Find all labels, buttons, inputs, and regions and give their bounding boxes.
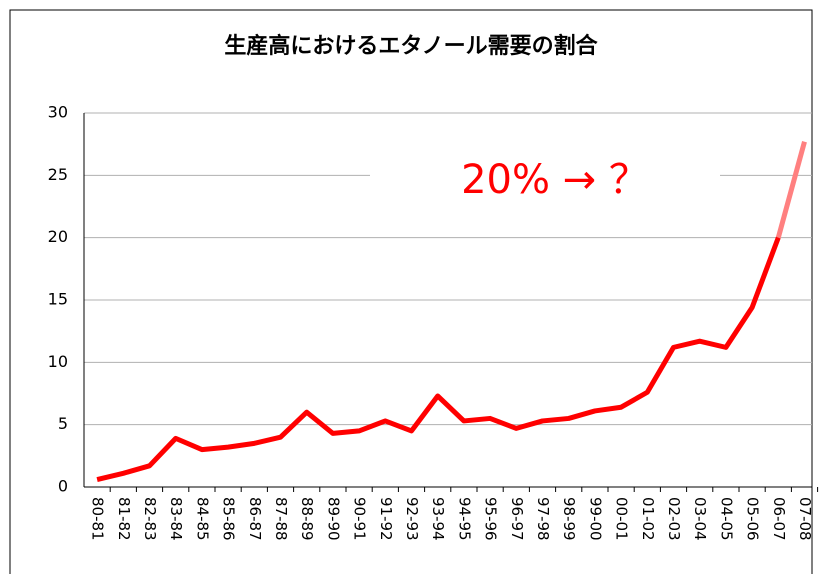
x-tick-label: 98-99 [560,497,578,541]
x-tick-label: 07-08 [796,497,814,541]
x-tick-label: 83-84 [167,497,185,541]
x-tick-label: 00-01 [613,497,631,541]
x-tick-label: 81-82 [115,497,133,541]
x-tick-label: 96-97 [508,497,526,541]
y-tick-label: 10 [48,352,68,371]
x-tick-label: 82-83 [141,497,159,541]
x-tick-label: 99-00 [586,497,604,541]
chart-frame [9,9,813,574]
x-tick-label: 80-81 [89,497,107,541]
x-tick-label: 89-90 [324,497,342,541]
y-tick-label: 15 [48,290,68,309]
x-tick-label: 94-95 [455,497,473,541]
x-tick-label: 95-96 [482,497,500,541]
forecast-line [775,141,807,239]
chart-title: 生産高におけるエタノール需要の割合 [224,33,598,59]
x-tick-label: 91-92 [377,497,395,541]
y-tick-label: 5 [58,414,68,433]
x-tick-label: 92-93 [403,497,421,541]
x-tick-label: 05-06 [744,497,762,541]
y-tick-label: 30 [48,103,68,122]
y-tick-label: 25 [48,165,68,184]
x-tick-label: 86-87 [246,497,264,541]
x-tick-label: 84-85 [193,497,211,541]
data-line [96,236,781,482]
x-tick-label: 97-98 [534,497,552,541]
x-tick-label: 93-94 [429,497,447,541]
x-tick-label: 06-07 [770,497,788,541]
y-tick-label: 20 [48,227,68,246]
annotation-background [370,150,720,210]
x-tick-label: 01-02 [639,497,657,541]
annotation: 20% → ？ [461,157,649,203]
x-tick-label: 88-89 [298,497,316,541]
x-tick-label: 02-03 [665,497,683,541]
x-tick-label: 04-05 [717,497,735,541]
x-tick-label: 90-91 [351,497,369,541]
x-tick-label: 03-04 [691,497,709,541]
x-tick-label: 85-86 [220,497,238,541]
y-tick-label: 0 [58,477,68,496]
x-tick-label: 87-88 [272,497,290,541]
